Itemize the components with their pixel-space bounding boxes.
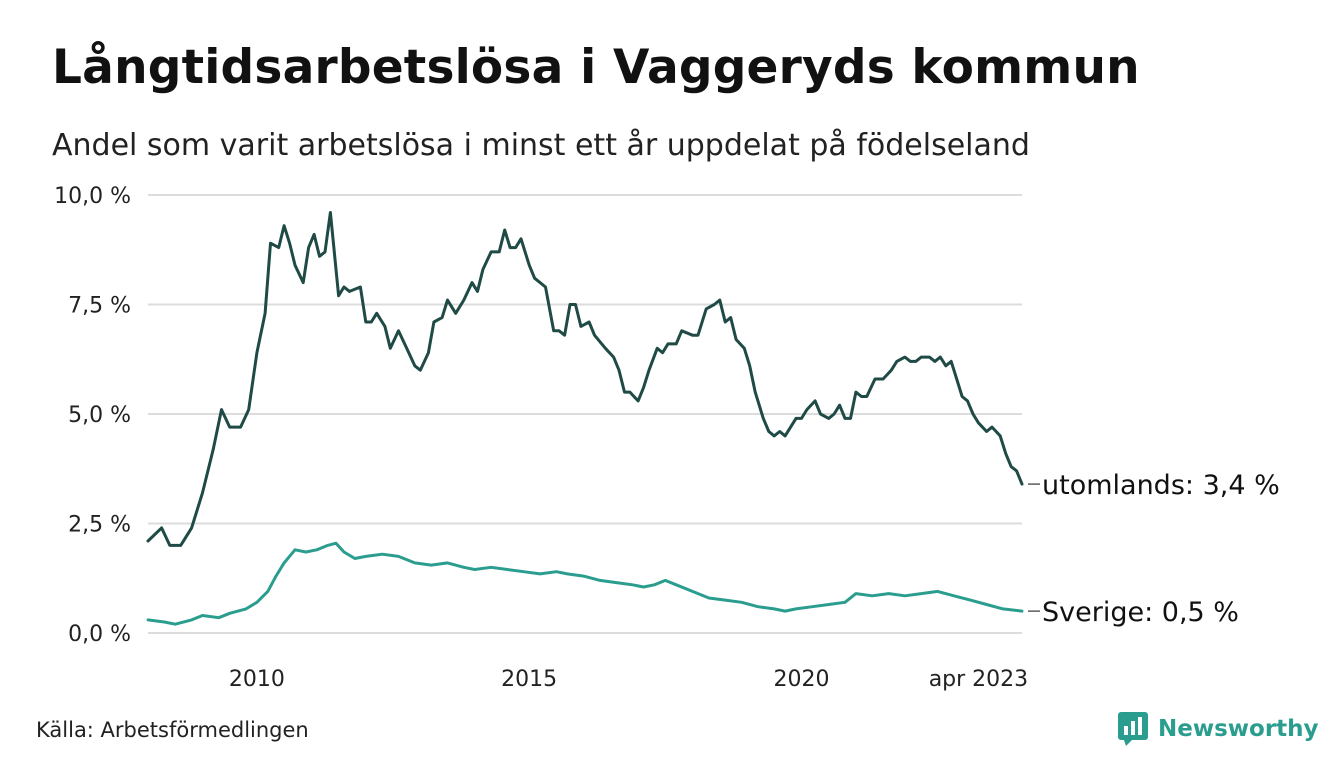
x-tick-label: 2015 [501,667,557,692]
y-tick-label: 10,0 % [54,184,131,209]
y-tick-label: 0,0 % [68,622,131,647]
y-tick-label: 2,5 % [68,513,131,538]
brand-name: Newsworthy [1158,716,1319,742]
series-line-sverige [146,541,1024,626]
x-tick-label: 2020 [773,667,829,692]
chart-subtitle: Andel som varit arbetslösa i minst ett å… [52,128,1030,163]
y-tick-label: 5,0 % [68,403,131,428]
chart-title: Långtidsarbetslösa i Vaggeryds kommun [52,40,1140,95]
series-end-label: Sverige: 0,5 % [1042,597,1239,628]
x-tick-label: 2010 [229,667,285,692]
series-end-label: utomlands: 3,4 % [1042,470,1280,501]
series-line-utomlands [146,211,1024,547]
y-tick-label: 7,5 % [68,294,131,319]
line-chart: 0,0 % 2,5 % 5,0 % 7,5 % 10,0 % 2010 2015 2020 ap… [54,184,1280,692]
newsworthy-icon [1118,712,1148,746]
source-credit: Källa: Arbetsförmedlingen [36,718,309,742]
x-tick-label: apr 2023 [929,667,1028,692]
brand-logo: Newsworthy [1118,712,1319,746]
